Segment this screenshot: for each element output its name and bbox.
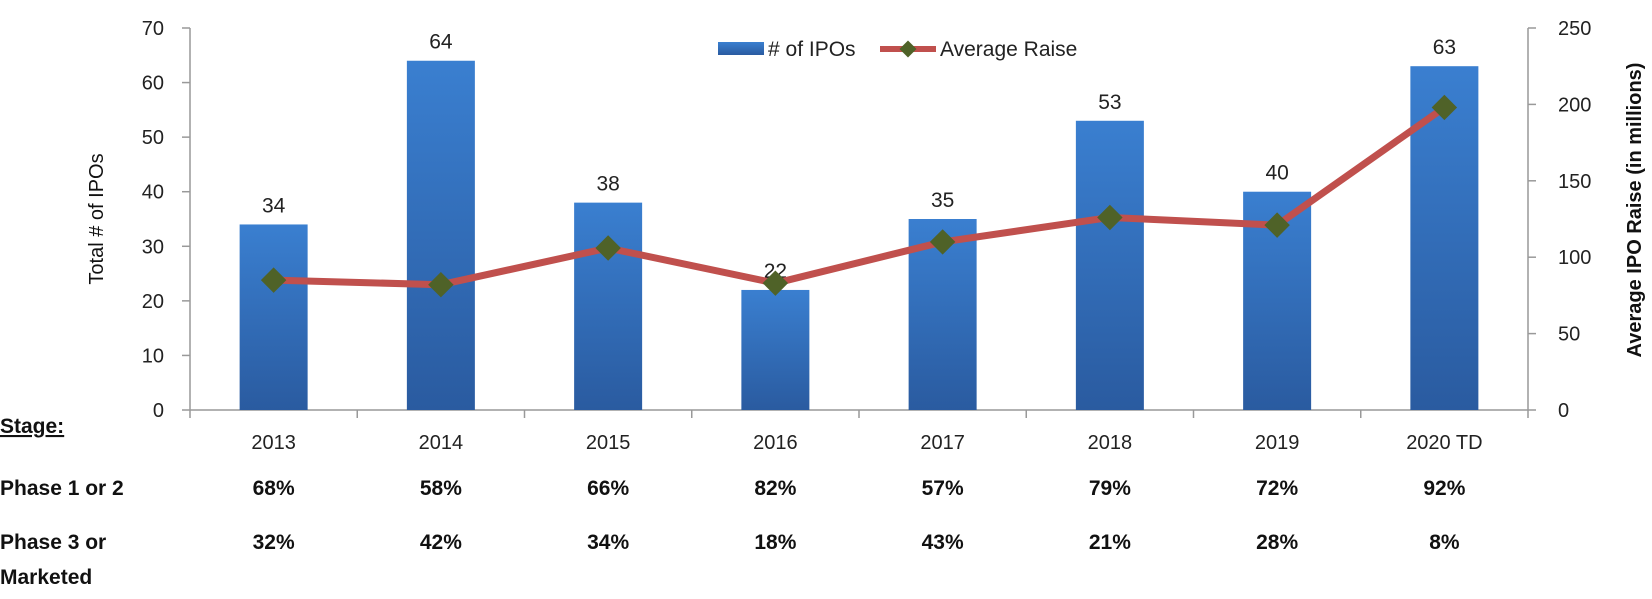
stage-table-cell: 58% xyxy=(420,477,462,500)
left-tick-label: 70 xyxy=(142,18,164,40)
bar-data-label: 35 xyxy=(931,189,954,212)
average-raise-marker xyxy=(428,271,454,298)
stage-table-cell: 57% xyxy=(922,477,964,500)
bar xyxy=(574,202,643,410)
bar-series-ipos xyxy=(239,60,1479,411)
stage-table-cell: 43% xyxy=(922,531,964,554)
stage-table-cell: 66% xyxy=(587,477,629,500)
stage-table-cell: 42% xyxy=(420,531,462,554)
x-axis-ticks: 2013 2014 2015 2016 2017 2018 2019 2020 TD xyxy=(189,410,1529,454)
stage-table-cell: 21% xyxy=(1089,531,1131,554)
left-tick-label: 60 xyxy=(142,73,164,95)
x-tick-label: 2018 xyxy=(1088,432,1133,454)
average-raise-line xyxy=(270,103,1448,289)
stage-table-cell: 68% xyxy=(253,477,295,500)
bar-data-label: 34 xyxy=(262,194,286,217)
legend-swatch-marker xyxy=(899,40,917,58)
right-tick-label: 100 xyxy=(1558,247,1591,269)
x-tick-label: 2014 xyxy=(419,432,464,454)
bar xyxy=(741,289,810,410)
bar-data-label: 64 xyxy=(429,31,453,54)
stage-table-cell: 32% xyxy=(253,531,295,554)
row-label-phase-3-line2: Marketed xyxy=(0,566,92,589)
x-tick-label: 2013 xyxy=(251,432,296,454)
x-tick-label: 2016 xyxy=(753,432,798,454)
average-raise-marker xyxy=(929,229,956,255)
bar xyxy=(1075,120,1144,411)
stage-table-cell: 92% xyxy=(1423,477,1465,500)
left-tick-label: 0 xyxy=(153,400,164,422)
bar-data-labels: 3464382235534063 xyxy=(262,31,1456,283)
row-label-phase-1-2: Phase 1 or 2 xyxy=(0,477,124,500)
bar-data-label: 38 xyxy=(596,173,619,196)
left-tick-label: 20 xyxy=(142,291,164,313)
left-tick-label: 40 xyxy=(142,182,164,204)
bar xyxy=(239,224,308,410)
right-tick-label: 200 xyxy=(1558,94,1591,116)
x-tick-label: 2015 xyxy=(586,432,631,454)
legend-swatch-bar xyxy=(718,42,764,55)
stage-table-cell: 79% xyxy=(1089,477,1131,500)
average-raise-marker xyxy=(260,267,287,293)
stage-table-cell: 82% xyxy=(754,477,796,500)
legend-label-ipos: # of IPOs xyxy=(768,38,856,61)
bar-data-label: 53 xyxy=(1098,91,1121,114)
stage-header: Stage: xyxy=(0,415,64,438)
stage-table-values: 68% 58% 66% 82% 57% 79% 72% 92% 32% 42% 34% 18% 43% 2… xyxy=(253,477,1466,554)
right-tick-label: 50 xyxy=(1558,324,1580,346)
right-tick-label: 0 xyxy=(1558,400,1569,422)
stage-table-cell: 8% xyxy=(1429,531,1460,554)
bar xyxy=(406,60,475,410)
left-tick-label: 30 xyxy=(142,236,164,258)
stage-table-cell: 34% xyxy=(587,531,629,554)
x-tick-label: 2020 TD xyxy=(1406,432,1482,454)
x-tick-label: 2019 xyxy=(1255,432,1300,454)
bar-data-label: 63 xyxy=(1433,36,1456,59)
bar-data-label: 40 xyxy=(1265,162,1288,185)
stage-table-cell: 28% xyxy=(1256,531,1298,554)
stage-table-cell: 18% xyxy=(754,531,796,554)
legend-label-average-raise: Average Raise xyxy=(940,38,1077,61)
average-raise-marker xyxy=(762,270,789,296)
right-tick-label: 250 xyxy=(1558,18,1591,40)
right-axis-ticks: 0 50 100 150 200 250 xyxy=(1528,18,1591,422)
average-raise-marker xyxy=(595,235,621,261)
left-tick-label: 10 xyxy=(142,345,164,367)
stage-table-cell: 72% xyxy=(1256,477,1298,500)
left-tick-label: 50 xyxy=(142,127,164,149)
row-label-phase-3-line1: Phase 3 or xyxy=(0,531,106,554)
y-axis-title: Total # of IPOs xyxy=(86,153,108,284)
x-tick-label: 2017 xyxy=(920,432,965,454)
right-tick-label: 150 xyxy=(1558,171,1591,193)
y2-axis-title: Average IPO Raise (in millions) xyxy=(1624,63,1646,358)
legend: # of IPOs Average Raise xyxy=(718,38,1077,61)
left-axis-ticks: 0 10 20 30 40 50 60 70 xyxy=(142,18,190,422)
